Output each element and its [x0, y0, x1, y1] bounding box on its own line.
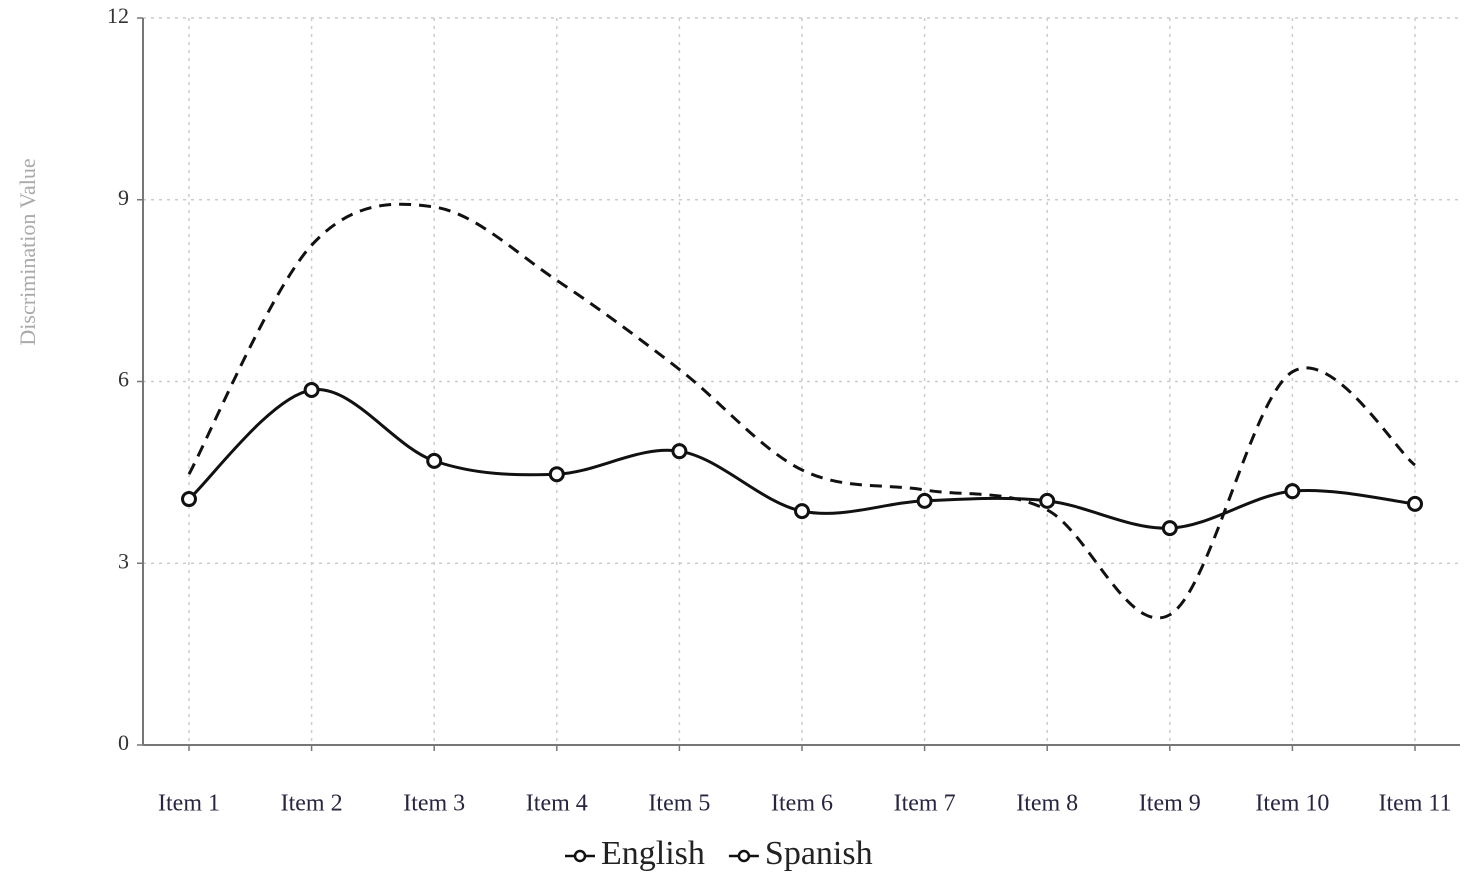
x-tick-label: Item 2	[281, 791, 343, 817]
series-line	[188, 388, 1416, 530]
x-tick-label: Item 3	[403, 791, 465, 817]
y-tick-label: 0	[118, 730, 129, 755]
point	[794, 503, 810, 520]
legend-label: Spanish	[765, 835, 873, 872]
point	[1039, 492, 1056, 509]
point	[1407, 495, 1423, 512]
x-tick-label: Item 9	[1139, 791, 1201, 817]
x-tick-label: Item 11	[1378, 791, 1451, 817]
x-tick-label: Item 5	[648, 791, 710, 817]
y-tick-label: 3	[118, 548, 129, 573]
legend-label: English	[601, 835, 705, 872]
legend-key-marker	[737, 849, 751, 863]
x-tick-label: Item 4	[526, 791, 588, 817]
y-tick-label: 9	[118, 185, 129, 210]
point	[303, 381, 320, 398]
point	[916, 492, 933, 509]
x-tick-label: Item 8	[1016, 791, 1078, 817]
point	[1284, 483, 1301, 500]
point	[671, 443, 688, 460]
point	[181, 491, 197, 508]
x-tick-label: Item 6	[771, 791, 833, 817]
x-tick-label: Item 1	[158, 791, 220, 817]
y-tick-label: 6	[118, 367, 129, 392]
point	[548, 466, 565, 483]
point	[1161, 520, 1178, 537]
x-tick-label: Item 10	[1255, 791, 1329, 817]
y-tick-label: 12	[107, 3, 129, 28]
legend-key-marker	[573, 849, 587, 863]
y-axis-label: Discrimination Value	[15, 158, 40, 345]
point	[426, 452, 443, 469]
x-tick-label: Item 7	[894, 791, 956, 817]
